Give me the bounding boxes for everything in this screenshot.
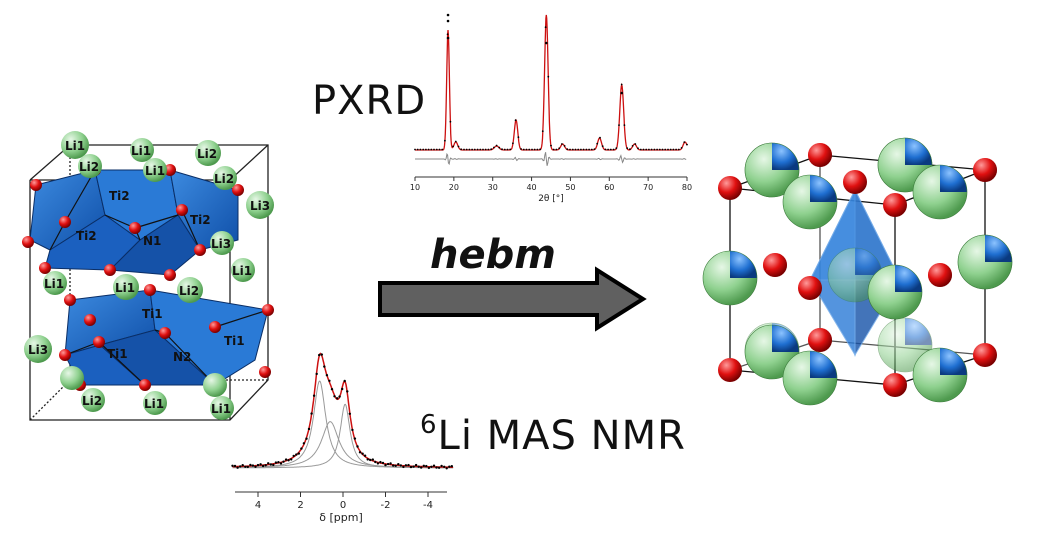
atom-label-li3: Li3 [211, 237, 231, 251]
atom-label-li2: Li2 [179, 284, 199, 298]
nmr-tick-label: 2 [297, 500, 303, 511]
pxrd-fit-line [415, 14, 688, 151]
atom-label-li2: Li2 [82, 394, 102, 408]
atom-label-li1: Li1 [44, 277, 64, 291]
nmr-tick-label: -2 [381, 500, 391, 511]
anion-spheres-cubic [718, 143, 997, 397]
nmr-data-points [231, 353, 453, 470]
pxrd-tick-label: 80 [682, 183, 692, 192]
nmr-spectrum [231, 352, 454, 470]
atom-label-li2: Li2 [197, 147, 217, 161]
process-label: hebm [430, 232, 556, 278]
atom-label-n1: N1 [143, 234, 161, 248]
pxrd-pattern [414, 13, 688, 166]
nmr-x-axis-label: δ [ppm] [319, 511, 363, 524]
pxrd-tick-label: 50 [565, 183, 575, 192]
nmr-x-ticks: 4 2 0 -2 -4 [255, 492, 433, 511]
pxrd-x-axis-label: 2θ [°] [538, 194, 564, 204]
pxrd-plot: 10 20 30 40 50 60 70 80 2θ [°] [410, 13, 692, 204]
nmr-component-line [232, 403, 454, 469]
pxrd-tick-label: 30 [488, 183, 498, 192]
nmr-fit-line [232, 352, 454, 468]
pxrd-tick-label: 60 [604, 183, 614, 192]
pxrd-tick-label: 70 [643, 183, 653, 192]
nmr-label-isotope: 6 [420, 410, 438, 440]
atom-label-li1: Li1 [144, 397, 164, 411]
pxrd-label: PXRD [312, 78, 427, 124]
layered-crystal-structure: Li1 Li1 Li2 Li2 Li1 Li2 Li3 Ti2 Ti2 Ti2 … [22, 131, 274, 421]
atom-label-ti1: Ti1 [224, 334, 245, 348]
nmr-tick-label: 4 [255, 500, 261, 511]
atom-label-li1: Li1 [65, 139, 85, 153]
nmr-label: 6Li MAS NMR [420, 410, 686, 459]
nmr-tick-label: 0 [340, 500, 346, 511]
nmr-tick-label: -4 [423, 500, 433, 511]
pxrd-x-ticks: 10 20 30 40 50 60 70 80 [410, 177, 692, 192]
lithium-spheres [24, 131, 274, 420]
pxrd-tick-label: 40 [526, 183, 536, 192]
cubic-crystal-structure [702, 137, 1013, 406]
atom-label-li1: Li1 [131, 144, 151, 158]
atom-label-n2: N2 [173, 350, 191, 364]
pxrd-data-points [414, 13, 688, 151]
atom-label-ti2: Ti2 [109, 189, 130, 203]
atom-label-li1: Li1 [232, 264, 252, 278]
atom-label-ti1: Ti1 [142, 307, 163, 321]
atom-label-ti2: Ti2 [190, 213, 211, 227]
atom-label-li2: Li2 [214, 172, 234, 186]
atom-label-li1: Li1 [145, 164, 165, 178]
pxrd-tick-label: 20 [449, 183, 459, 192]
pxrd-tick-label: 10 [410, 183, 420, 192]
atom-label-li1: Li1 [211, 402, 231, 416]
lower-octahedra-layer [64, 289, 269, 386]
atom-label-li2: Li2 [79, 160, 99, 174]
nmr-plot: 4 2 0 -2 -4 δ [ppm] [231, 352, 454, 524]
process-arrow [378, 266, 647, 332]
atom-label-li3: Li3 [250, 199, 270, 213]
atom-label-ti2: Ti2 [76, 229, 97, 243]
atom-label-ti1: Ti1 [107, 347, 128, 361]
pxrd-difference-line [415, 152, 687, 166]
atom-label-li1: Li1 [115, 281, 135, 295]
nmr-label-text: Li MAS NMR [437, 413, 686, 459]
atom-label-li3: Li3 [28, 343, 48, 357]
